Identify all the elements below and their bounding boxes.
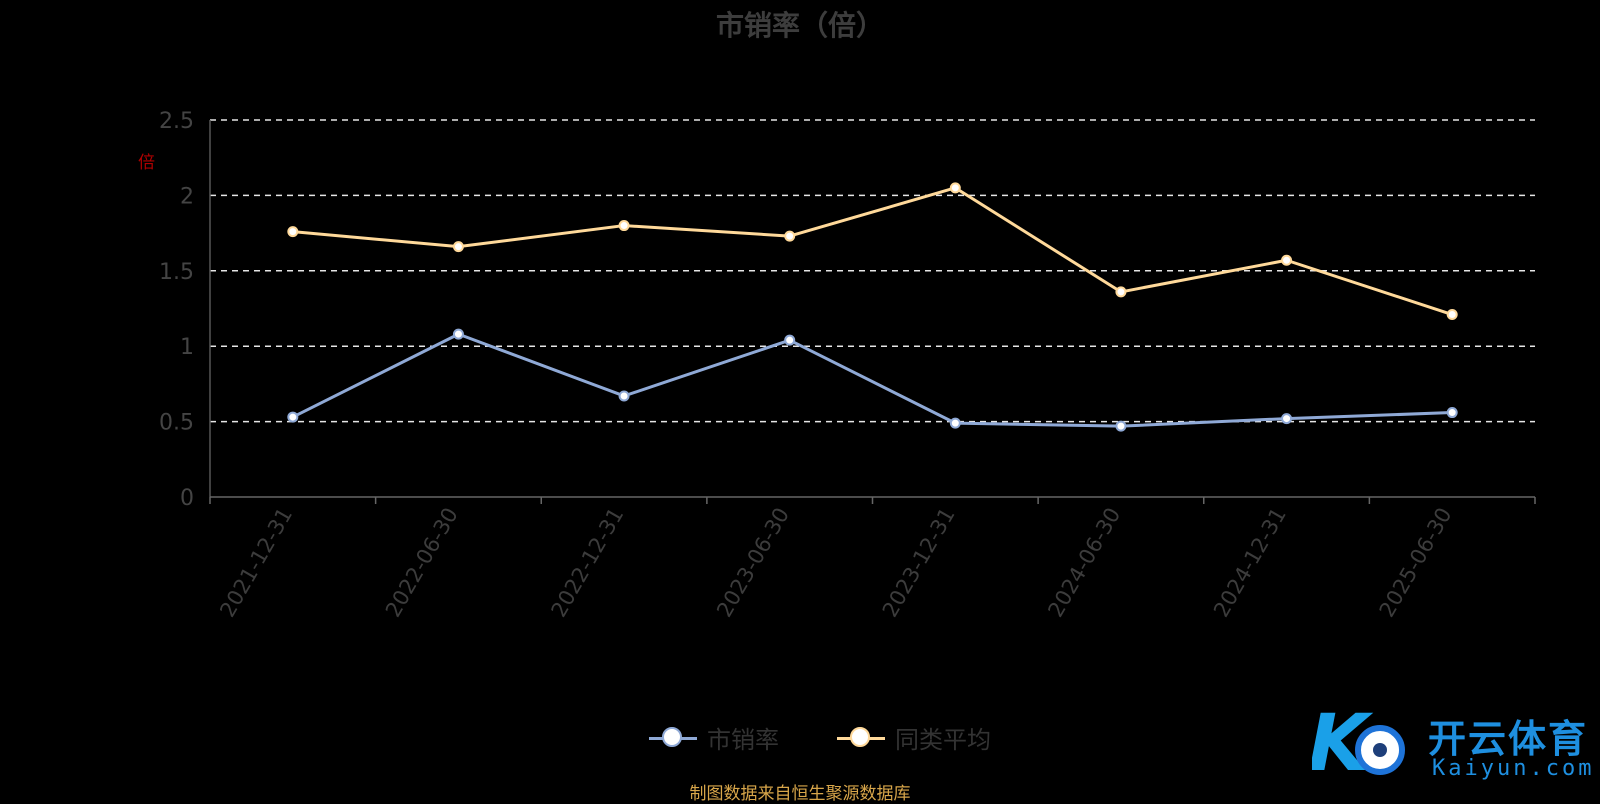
data-point — [949, 182, 961, 194]
data-point — [618, 220, 630, 232]
legend-label: 同类平均 — [895, 726, 991, 754]
data-point — [1115, 420, 1127, 432]
data-point — [784, 334, 796, 346]
x-tick-label: 2025-06-30 — [1375, 504, 1457, 622]
data-point — [618, 390, 630, 402]
series-line-1 — [292, 332, 1453, 428]
brand-logo-icon: K — [1312, 700, 1405, 788]
legend-swatch-icon — [649, 726, 697, 750]
chart-title: 市销率（倍） — [715, 9, 884, 42]
data-point — [1281, 254, 1293, 266]
x-tick-label: 2023-12-31 — [878, 504, 960, 622]
series-line-2 — [292, 186, 1453, 316]
data-point — [1446, 407, 1458, 419]
line-chart: 0 0.5 1 1.5 2 2.5 2021-12-31 2022-06-30 2022-12-… — [159, 109, 1536, 622]
y-tick-label: 0 — [180, 486, 194, 511]
x-tick-label: 2021-12-31 — [215, 504, 297, 622]
data-point — [287, 226, 299, 238]
x-tick-label: 2022-12-31 — [547, 504, 629, 622]
y-tick-label: 0.5 — [159, 411, 194, 436]
data-point — [1115, 286, 1127, 298]
brand-name-en: Kaiyun.com — [1432, 756, 1595, 781]
legend-label: 市销率 — [707, 726, 779, 754]
data-source-note: 制图数据来自恒生聚源数据库 — [689, 784, 911, 804]
data-point — [452, 328, 464, 340]
y-tick-label: 2 — [180, 184, 194, 209]
data-point — [1446, 309, 1458, 321]
legend-item-series-2[interactable]: 同类平均 — [837, 720, 991, 755]
data-point — [1281, 413, 1293, 425]
data-point — [287, 411, 299, 423]
x-tick-label: 2024-12-31 — [1209, 504, 1291, 622]
data-point — [452, 241, 464, 253]
chart-legend: 市销率 同类平均 — [0, 720, 1600, 755]
brand-name-cn: 开云体育 — [1428, 717, 1589, 761]
data-point — [949, 417, 961, 429]
y-tick-label: 2.5 — [159, 109, 194, 134]
y-axis-unit-label: 倍 — [138, 153, 155, 173]
y-tick-label: 1.5 — [159, 260, 194, 285]
legend-swatch-icon — [837, 726, 885, 750]
data-point — [784, 230, 796, 242]
x-tick-label: 2024-06-30 — [1043, 504, 1125, 622]
x-tick-label: 2022-06-30 — [381, 504, 463, 622]
y-tick-label: 1 — [180, 335, 194, 360]
x-tick-label: 2023-06-30 — [712, 504, 794, 622]
legend-item-series-1[interactable]: 市销率 — [649, 720, 779, 755]
